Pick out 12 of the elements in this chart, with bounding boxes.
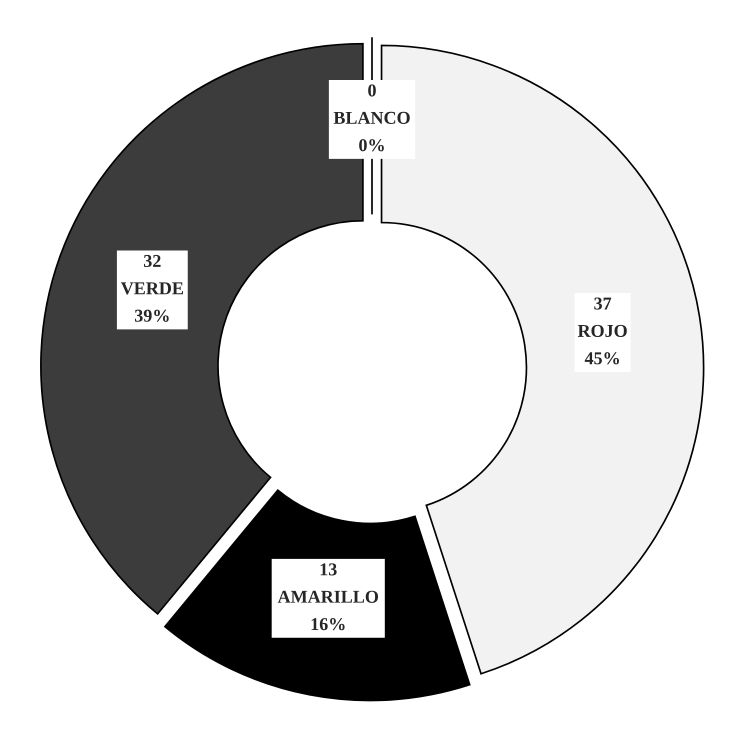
text: 0 [368,84,376,97]
data-label: 39% [134,310,169,322]
category-label: BLANCO [334,112,410,124]
slice-label: AMARILLO [278,590,378,603]
text: 37 [594,297,612,310]
text: 0% [359,139,384,152]
text: 32 [144,254,161,268]
data-label: 16% [312,618,345,630]
text: 13 [320,563,337,576]
slice-label: VERDE [120,282,183,295]
data-label: 45% [584,352,619,364]
slice-label: ROJO [578,324,627,337]
